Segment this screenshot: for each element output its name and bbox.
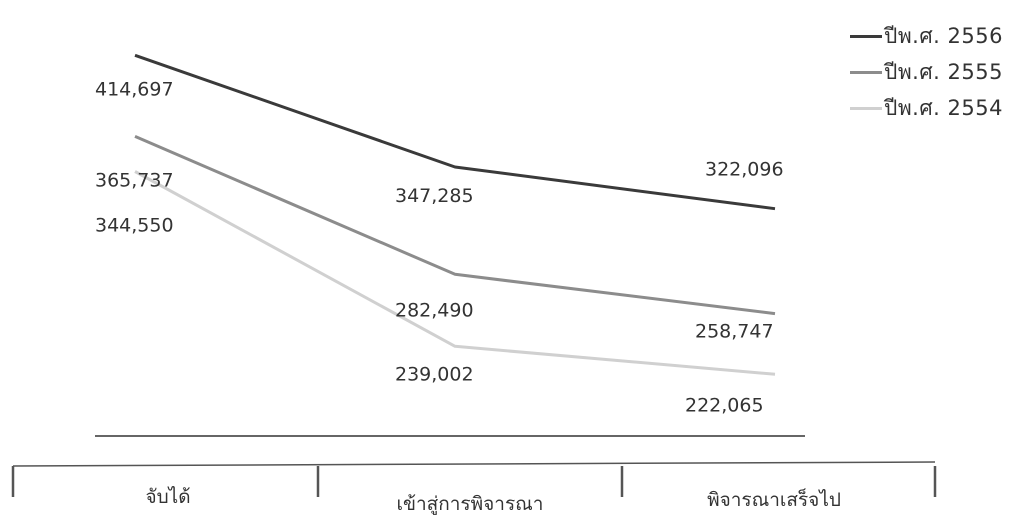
category-label-0: จับได้ [145,486,190,508]
data-label-s1-p1: 282,490 [395,299,474,321]
data-label-s1-p0: 365,737 [95,169,174,191]
data-label-s0-p1: 347,285 [395,185,474,207]
data-label-s0-p0: 414,697 [95,78,174,100]
category-labels: จับได้ เข้าสู่การพิจารณา พิจารณาเสร็จไป [145,486,840,515]
series-line-2 [134,170,776,376]
legend-label-2554: ปีพ.ศ. 2554 [884,95,1003,120]
category-bracket [12,461,936,467]
chart-legend: ปีพ.ศ. 2556 ปีพ.ศ. 2555 ปีพ.ศ. 2554 [850,18,1003,126]
legend-label-2555: ปีพ.ศ. 2555 [884,59,1003,84]
data-label-s0-p2: 322,096 [705,159,784,181]
category-label-2: พิจารณาเสร็จไป [707,487,841,511]
legend-item-2555: ปีพ.ศ. 2555 [850,54,1003,90]
category-label-1: เข้าสู่การพิจารณา [397,493,544,515]
legend-item-2554: ปีพ.ศ. 2554 [850,90,1003,126]
legend-swatch-2554 [850,106,882,110]
series-lines [134,53,776,376]
legend-swatch-2556 [850,34,882,38]
data-label-s2-p0: 344,550 [95,215,174,237]
legend-label-2556: ปีพ.ศ. 2556 [884,23,1003,48]
data-label-s2-p1: 239,002 [395,363,474,385]
data-label-s2-p2: 222,065 [685,394,764,416]
category-axis [11,435,937,497]
legend-item-2556: ปีพ.ศ. 2556 [850,18,1003,54]
data-labels: 414,697 347,285 322,096 365,737 282,490 258,7… [95,78,784,416]
series-line-0 [134,53,776,211]
series-line-1 [134,135,776,316]
legend-swatch-2555 [850,70,882,74]
data-label-s1-p2: 258,747 [695,321,774,343]
